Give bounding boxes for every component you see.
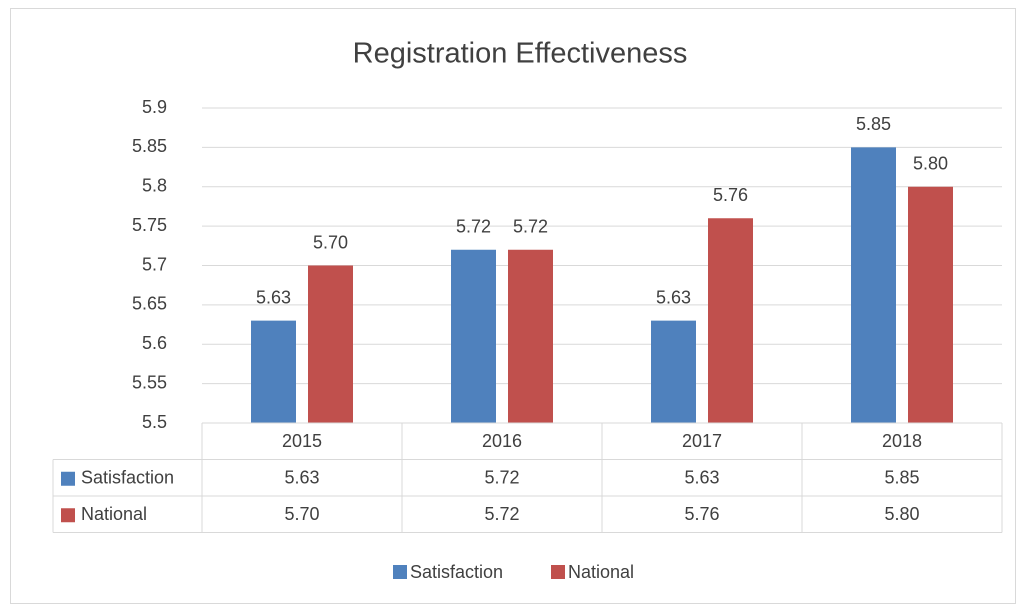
table-cell: 5.76 bbox=[684, 504, 719, 524]
y-tick-label: 5.65 bbox=[132, 294, 167, 314]
data-label: 5.72 bbox=[513, 217, 548, 237]
y-tick-label: 5.85 bbox=[132, 136, 167, 156]
y-tick-label: 5.6 bbox=[142, 333, 167, 353]
table-key bbox=[61, 471, 75, 486]
table-key bbox=[61, 508, 75, 523]
y-tick-label: 5.9 bbox=[142, 97, 167, 117]
y-tick-label: 5.75 bbox=[132, 215, 167, 235]
data-label: 5.85 bbox=[856, 114, 891, 134]
y-tick-label: 5.55 bbox=[132, 372, 167, 392]
bar bbox=[908, 186, 953, 423]
bar bbox=[708, 218, 753, 423]
data-label: 5.63 bbox=[656, 287, 691, 307]
data-label: 5.63 bbox=[256, 287, 291, 307]
bar bbox=[308, 265, 353, 423]
y-tick-label: 5.7 bbox=[142, 254, 167, 274]
legend-label: National bbox=[568, 562, 634, 582]
x-tick-label: 2018 bbox=[882, 431, 922, 451]
chart-title: Registration Effectiveness bbox=[353, 38, 688, 70]
bar bbox=[851, 147, 896, 423]
y-tick-label: 5.8 bbox=[142, 176, 167, 196]
legend-key bbox=[551, 565, 565, 579]
table-row-header: Satisfaction bbox=[81, 468, 174, 488]
x-tick-label: 2017 bbox=[682, 431, 722, 451]
bar bbox=[508, 249, 553, 423]
x-tick-label: 2015 bbox=[282, 431, 322, 451]
bar bbox=[251, 320, 296, 423]
legend-key bbox=[393, 565, 407, 579]
table-cell: 5.72 bbox=[484, 504, 519, 524]
legend-label: Satisfaction bbox=[410, 562, 503, 582]
table-cell: 5.63 bbox=[684, 468, 719, 488]
table-cell: 5.85 bbox=[884, 468, 919, 488]
table-cell: 5.70 bbox=[284, 504, 319, 524]
table-cell: 5.63 bbox=[284, 468, 319, 488]
data-label: 5.72 bbox=[456, 217, 491, 237]
data-label: 5.80 bbox=[913, 154, 948, 174]
data-label: 5.76 bbox=[713, 185, 748, 205]
table-row-header: National bbox=[81, 504, 147, 524]
table-cell: 5.80 bbox=[884, 504, 919, 524]
data-label: 5.70 bbox=[313, 232, 348, 252]
bar bbox=[451, 249, 496, 423]
table-cell: 5.72 bbox=[484, 468, 519, 488]
x-tick-label: 2016 bbox=[482, 431, 522, 451]
y-tick-label: 5.5 bbox=[142, 412, 167, 432]
bar bbox=[651, 320, 696, 423]
